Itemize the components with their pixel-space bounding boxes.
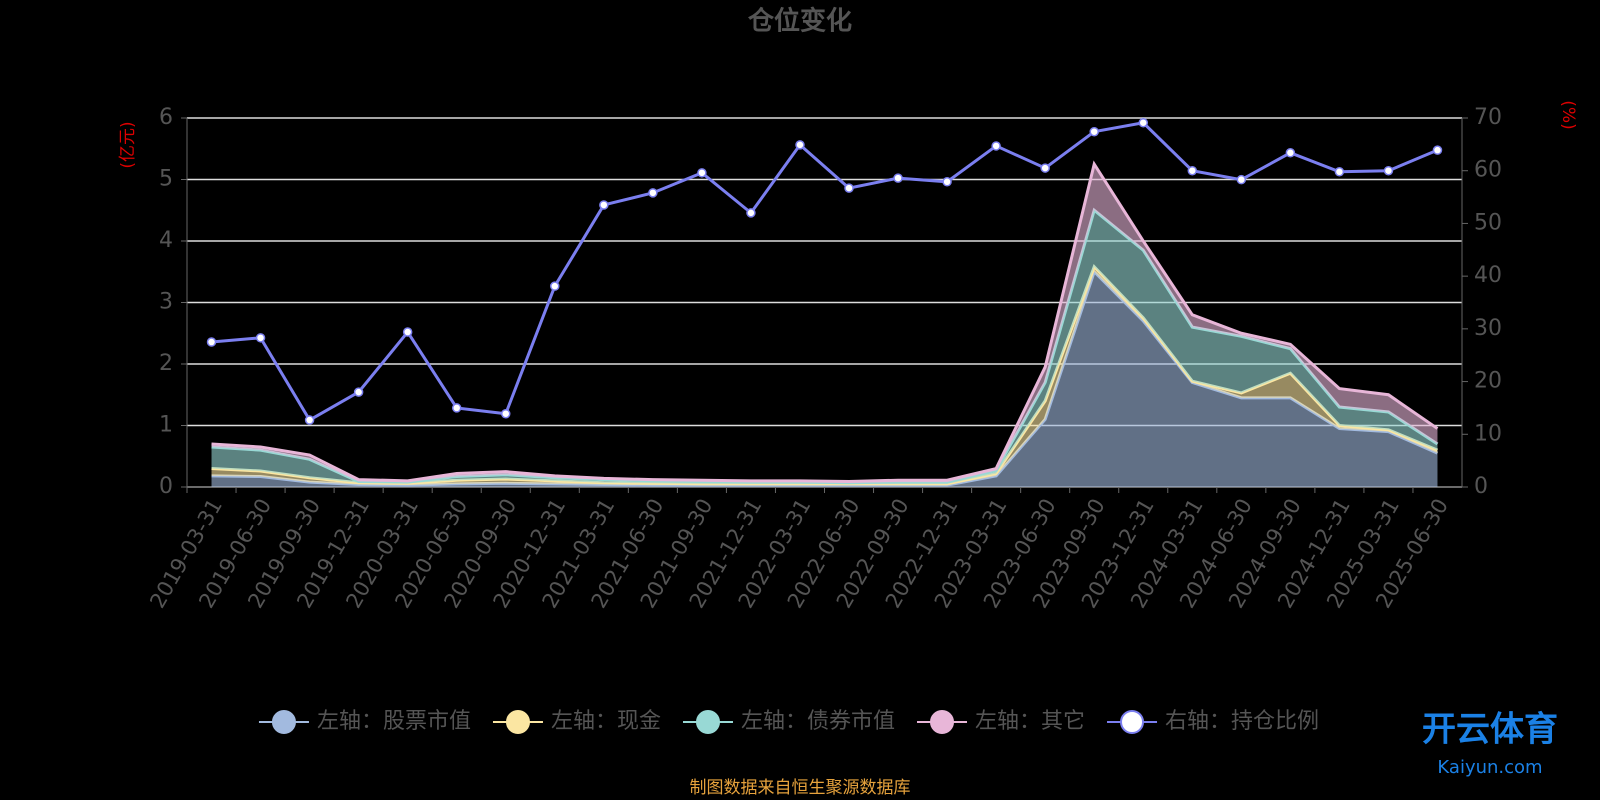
ratio-point <box>844 183 854 193</box>
ratio-point <box>206 337 217 347</box>
ratio-point <box>991 141 1001 151</box>
y-tick-label: 3 <box>159 290 173 315</box>
ratio-point <box>1187 165 1198 176</box>
ratio-point <box>795 140 805 150</box>
ratio-point <box>1040 163 1050 173</box>
watermark-url: Kaiyun.com <box>1437 757 1542 778</box>
y2-tick-label: 50 <box>1474 210 1502 235</box>
y2-tick-label: 0 <box>1474 474 1488 499</box>
y-tick-label: 1 <box>159 413 173 438</box>
legend-label: 左轴：现金 <box>551 709 661 734</box>
stack-area <box>211 164 1438 483</box>
stack-area <box>211 271 1438 487</box>
legend-swatch <box>695 710 720 734</box>
y-tick-label: 2 <box>159 351 173 376</box>
y-axis-label: (亿元) <box>118 121 138 168</box>
legend-swatch <box>271 710 296 734</box>
ratio-point <box>1334 167 1345 177</box>
y-tick-label: 4 <box>159 228 173 253</box>
legend: 左轴：股票市值 左轴：现金 左轴：债券市值 左轴：其它 右轴：持仓比例 <box>258 709 1319 734</box>
y2-tick-label: 30 <box>1474 316 1502 341</box>
watermark-title: 开云体育 <box>1422 710 1558 750</box>
ratio-point <box>451 403 462 413</box>
y2-tick-label: 60 <box>1474 158 1502 183</box>
ratio-point <box>353 387 364 397</box>
legend-swatch <box>505 710 530 734</box>
ratio-point <box>402 327 413 337</box>
y-tick-label: 0 <box>159 474 173 499</box>
ratio-point <box>1138 117 1148 128</box>
ratio-point <box>255 333 266 343</box>
y2-tick-label: 40 <box>1474 263 1502 288</box>
legend-label: 左轴：债券市值 <box>741 709 895 734</box>
legend-label: 左轴：其它 <box>975 709 1085 734</box>
y2-tick-label: 70 <box>1474 105 1502 130</box>
ratio-point <box>942 177 952 187</box>
source-note: 制图数据来自恒生聚源数据库 <box>690 778 911 798</box>
y2-tick-label: 10 <box>1474 421 1502 446</box>
legend-label: 右轴：持仓比例 <box>1165 709 1319 734</box>
ratio-point <box>304 415 315 425</box>
ratio-point <box>1383 165 1394 176</box>
stack-area <box>211 210 1438 484</box>
ratio-point <box>599 200 609 210</box>
ratio-point <box>1089 126 1099 137</box>
y2-axis-label: (%) <box>1558 100 1578 129</box>
ratio-point <box>893 173 903 183</box>
legend-label: 左轴：股票市值 <box>317 709 471 734</box>
ratio-line <box>211 121 1439 423</box>
ratio-point <box>697 168 707 178</box>
y2-tick-label: 20 <box>1474 369 1502 394</box>
ratio-point <box>501 408 511 419</box>
y-tick-label: 6 <box>159 105 173 130</box>
ratio-point <box>746 208 756 218</box>
stack-line <box>211 160 1439 483</box>
ratio-point <box>648 188 658 198</box>
y-tick-label: 5 <box>159 167 173 192</box>
ratio-point <box>1236 174 1247 185</box>
ratio-point <box>550 281 560 291</box>
legend-swatch <box>1120 710 1145 734</box>
chart-title: 仓位变化 <box>747 6 852 37</box>
legend-swatch <box>930 710 955 734</box>
ratio-point <box>1285 148 1296 158</box>
ratio-point <box>1432 145 1443 155</box>
